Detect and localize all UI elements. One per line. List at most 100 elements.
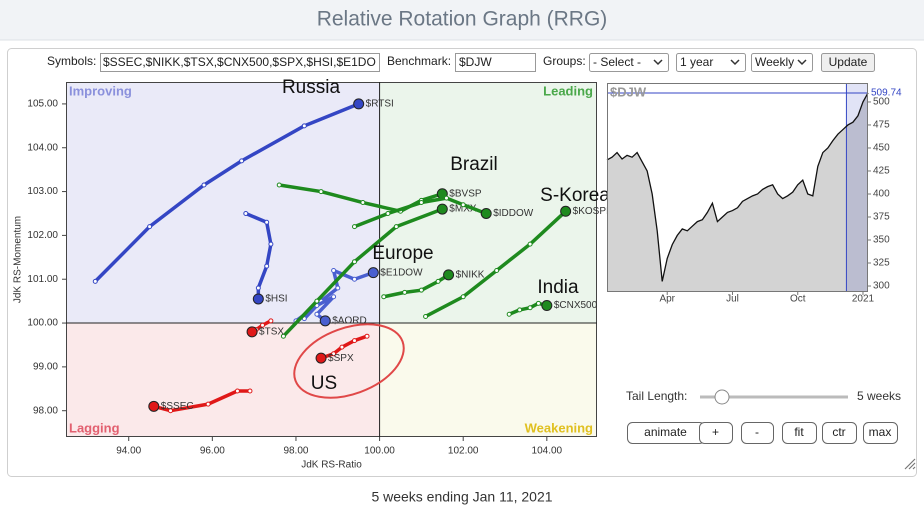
head-point[interactable] [252, 293, 264, 305]
tail-point [168, 408, 174, 414]
head-point[interactable] [560, 205, 572, 217]
head-point[interactable] [480, 207, 492, 219]
frequency-value: Weekly [755, 55, 794, 69]
tail-point [280, 333, 286, 339]
control-button-label: max [869, 425, 892, 439]
tail-point [255, 285, 261, 291]
head-point[interactable] [246, 326, 258, 338]
x-tick-label: Apr [659, 294, 675, 305]
frequency-select[interactable] [751, 53, 813, 72]
symbol-label: $HSI [265, 294, 287, 305]
y-tick-label: 98.00 [33, 405, 58, 416]
control-button[interactable] [863, 422, 898, 444]
y-tick-label: 450 [873, 143, 890, 154]
benchmark-label: Benchmark: [387, 54, 451, 68]
head-point[interactable] [541, 300, 553, 312]
y-axis-title: JdK RS-Momentum [13, 216, 24, 303]
tail-point [314, 311, 320, 317]
control-button[interactable] [822, 422, 857, 444]
symbol-label: $BVSP [449, 188, 482, 199]
head-point[interactable] [315, 352, 327, 364]
period-select[interactable] [676, 53, 746, 72]
annotation: India [537, 277, 579, 298]
groups-value: - Select - [593, 55, 641, 69]
control-button-label: fit [794, 425, 804, 439]
head-point[interactable] [443, 269, 455, 281]
tail-slider-knob[interactable] [714, 389, 730, 405]
y-tick-label: 105.00 [27, 99, 58, 110]
tail-line [277, 183, 445, 214]
symbol-label: $NIKK [456, 269, 485, 280]
tail-value: 5 weeks [857, 389, 901, 403]
footer: 5 weeks ending Jan 11, 2021 [371, 489, 552, 505]
tail-point [301, 123, 307, 129]
tail-point [423, 313, 429, 319]
last-value-label: 509.74 [871, 88, 902, 99]
quadrant [66, 82, 380, 324]
tail-point [418, 287, 424, 293]
select-arrow [653, 59, 663, 66]
y-tick-label: 102.00 [27, 230, 58, 241]
benchmark-input[interactable] [455, 53, 536, 72]
symbol-label: $IDDOW [493, 208, 534, 219]
control-button[interactable] [699, 422, 733, 444]
update-label: Update [829, 55, 868, 69]
head-point[interactable] [353, 98, 365, 110]
y-tick-label: 100.00 [27, 318, 58, 329]
tail-point [381, 294, 387, 300]
quadrant-label: Leading [543, 83, 593, 98]
symbol-label: $KOSPI [573, 206, 609, 217]
control-button[interactable] [782, 422, 817, 444]
head-point[interactable] [367, 267, 379, 279]
tail-point [460, 294, 466, 300]
head-point[interactable] [319, 315, 331, 327]
y-tick-label: 103.00 [27, 186, 58, 197]
symbols-input[interactable] [100, 53, 380, 72]
price-title: $DJW [610, 84, 647, 99]
y-tick-label: 475 [873, 120, 890, 131]
benchmark-value: $DJW [459, 55, 492, 69]
annotation-ellipse [293, 323, 405, 399]
tail-point [351, 224, 357, 230]
annotation: Europe [372, 243, 433, 264]
x-tick-label: 2021 [852, 294, 875, 305]
symbol-label: $E1DOW [380, 267, 423, 278]
tail-line [352, 196, 488, 229]
quadrant-label: Lagging [69, 420, 120, 435]
control-button[interactable] [741, 422, 774, 444]
annotation: S-Korea [540, 185, 610, 206]
tail-point [147, 224, 153, 230]
head-point[interactable] [436, 203, 448, 215]
update-button[interactable] [821, 53, 875, 72]
tail-point [331, 294, 337, 300]
plot-frame [66, 82, 597, 437]
symbols-label: Symbols: [47, 54, 96, 68]
tail-point [527, 241, 533, 247]
tail-point [443, 195, 449, 201]
control-button-label: + [712, 425, 719, 439]
tail-point [351, 259, 357, 265]
tail-line [93, 102, 361, 284]
tail-point [247, 388, 253, 394]
x-tick-label: 100.00 [364, 446, 395, 457]
symbol-label: $AORD [332, 315, 366, 326]
tail-point [201, 182, 207, 188]
groups-select[interactable] [589, 53, 669, 72]
tail-point [234, 388, 240, 394]
tail-point [331, 351, 337, 357]
quadrant [66, 323, 380, 437]
quadrant [379, 323, 597, 437]
price-chart: 509.74 300 325 350 375 400 425 450 475 500 Apr Jul O… [606, 83, 902, 305]
price-frame [607, 83, 868, 292]
tail-point [535, 300, 541, 306]
page-title: Relative Rotation Graph (RRG) [317, 8, 608, 31]
symbol-label: $SPX [328, 353, 354, 364]
symbol-label: $SSEC [161, 401, 194, 412]
tail-point [494, 267, 500, 273]
tail-point [276, 182, 282, 188]
annotation: Brazil [450, 154, 498, 175]
head-point[interactable] [148, 400, 160, 412]
y-tick-label: 350 [873, 235, 890, 246]
tail-point [243, 210, 249, 216]
